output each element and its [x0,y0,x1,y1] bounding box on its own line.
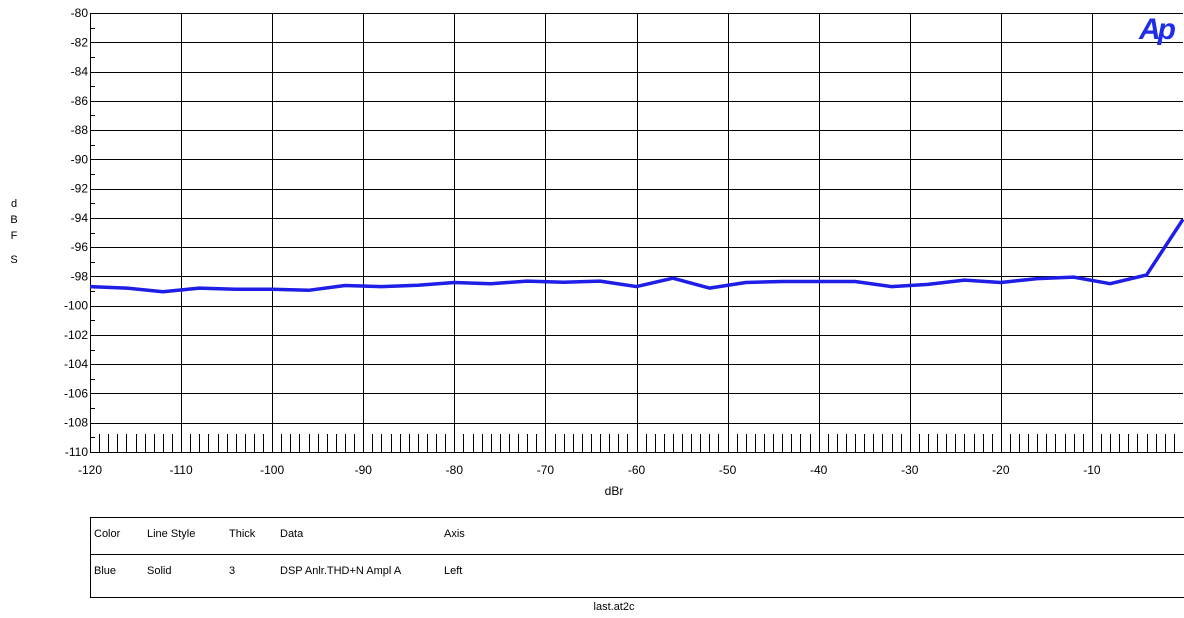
x-tick-label: -30 [901,463,919,477]
legend-header-color: Color [94,528,121,540]
series-line [89,218,1184,294]
y-tick-label: -110 [65,445,88,459]
y-tick-label: -92 [71,182,89,196]
legend-header-line-style: Line Style [147,528,196,540]
y-tick-label: -94 [71,211,89,225]
y-tick-label: -104 [64,357,88,371]
x-tick-label: -100 [260,463,284,477]
legend-cell-color: Blue [94,565,117,577]
y-tick-label: -96 [71,240,89,254]
legend-header-data: Data [280,528,304,540]
x-tick-label: -120 [78,463,102,477]
y-tick-label: -86 [71,94,89,108]
x-tick-label: -80 [446,463,464,477]
y-axis-label-letter: d [10,198,18,210]
file-name: last.at2c [0,601,1184,613]
x-axis-label: dBr [0,484,1184,498]
y-tick-label: -100 [64,299,88,313]
y-tick-label: -90 [71,152,89,166]
x-axis-label-text: dBr [604,484,624,498]
x-tick-label: -70 [537,463,555,477]
file-name-text: last.at2c [593,601,635,613]
ap-logo: Ap [1139,13,1176,46]
legend-cell-axis: Left [444,565,463,577]
x-tick-label: -40 [810,463,828,477]
y-axis-label-letter: B [10,214,18,226]
y-tick-label: -108 [64,416,88,430]
x-tick-label: -90 [355,463,373,477]
legend-cell-line-style: Solid [147,565,172,577]
legend-table: Color Line Style Thick Data Axis Blue So… [90,517,1184,598]
y-axis-label-letter: F [10,230,18,242]
legend-cell-data: DSP Anlr.THD+N Ampl A [280,565,402,577]
legend-header-axis: Axis [444,528,465,540]
y-tick-label: -88 [71,123,89,137]
x-tick-label: -50 [719,463,737,477]
x-tick-label: -60 [628,463,646,477]
legend-cell-thick: 3 [229,565,236,577]
legend-header-thick: Thick [229,528,256,540]
y-axis-label-letter: S [10,254,18,266]
x-tick-label: -10 [1083,463,1101,477]
y-tick-label: -106 [64,386,88,400]
x-tick-label: -20 [992,463,1010,477]
y-tick-label: -82 [71,35,89,49]
legend-header-row: Color Line Style Thick Data Axis [91,518,1184,555]
y-tick-label: -102 [64,328,88,342]
x-tick-label: -110 [170,463,193,477]
y-tick-label: -80 [71,6,89,20]
chart-area: -80 -82 -84 -86 -88 -90 -92 -94 -96 -98 -100 -102 -1… [64,6,1184,477]
y-tick-label: -84 [71,65,89,79]
y-tick-label: -98 [71,269,89,283]
